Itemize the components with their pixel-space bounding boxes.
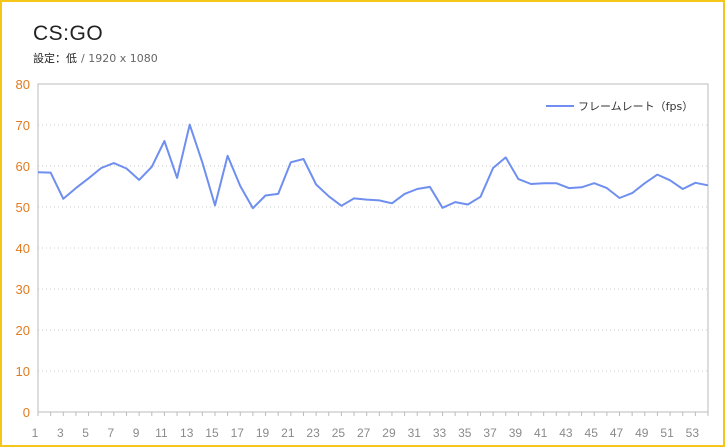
- series-line: [37, 123, 709, 210]
- x-tick-label: 9: [133, 426, 140, 440]
- x-tick-label: 51: [660, 426, 674, 440]
- plot-border: [37, 83, 709, 413]
- x-tick-label: 47: [610, 426, 624, 440]
- x-tick-label: 1: [32, 426, 39, 440]
- setting-label: 設定：低: [33, 52, 77, 65]
- x-tick-label: 53: [686, 426, 700, 440]
- chart-title: CS:GO: [33, 22, 104, 45]
- x-tick-label: 41: [534, 426, 548, 440]
- x-tick-label: 45: [585, 426, 599, 440]
- x-tick-label: 43: [559, 426, 573, 440]
- x-tick-label: 39: [509, 426, 523, 440]
- x-tick-label: 7: [108, 426, 115, 440]
- x-tick-label: 29: [382, 426, 396, 440]
- y-tick-label: 60: [16, 159, 30, 174]
- y-tick-label: 0: [23, 405, 30, 420]
- x-tick-label: 11: [155, 426, 168, 440]
- x-tick-label: 21: [281, 426, 295, 440]
- legend-label: フレームレート（fps）: [578, 100, 693, 113]
- x-tick-label: 19: [256, 426, 270, 440]
- x-tick-label: 31: [408, 426, 422, 440]
- x-tick-label: 23: [306, 426, 320, 440]
- x-tick-label: 5: [82, 426, 89, 440]
- y-tick-label: 20: [16, 323, 30, 338]
- x-tick-label: 13: [180, 426, 194, 440]
- y-tick-label: 70: [16, 118, 30, 133]
- y-tick-label: 30: [16, 282, 30, 297]
- chart-subtitle: 設定：低 / 1920 x 1080: [33, 50, 158, 66]
- y-tick-label: 80: [16, 77, 30, 92]
- x-tick-label: 49: [635, 426, 649, 440]
- x-tick-label: 33: [433, 426, 447, 440]
- y-tick-label: 10: [16, 364, 30, 379]
- x-tick-label: 15: [205, 426, 219, 440]
- x-tick-label: 3: [57, 426, 64, 440]
- x-tick-label: 37: [483, 426, 497, 440]
- y-tick-label: 40: [16, 241, 30, 256]
- x-tick-label: 35: [458, 426, 472, 440]
- x-tick-label: 25: [332, 426, 346, 440]
- y-tick-label: 50: [16, 200, 30, 215]
- resolution-label: / 1920 x 1080: [81, 52, 158, 65]
- x-tick-label: 27: [357, 426, 371, 440]
- x-tick-label: 17: [231, 426, 245, 440]
